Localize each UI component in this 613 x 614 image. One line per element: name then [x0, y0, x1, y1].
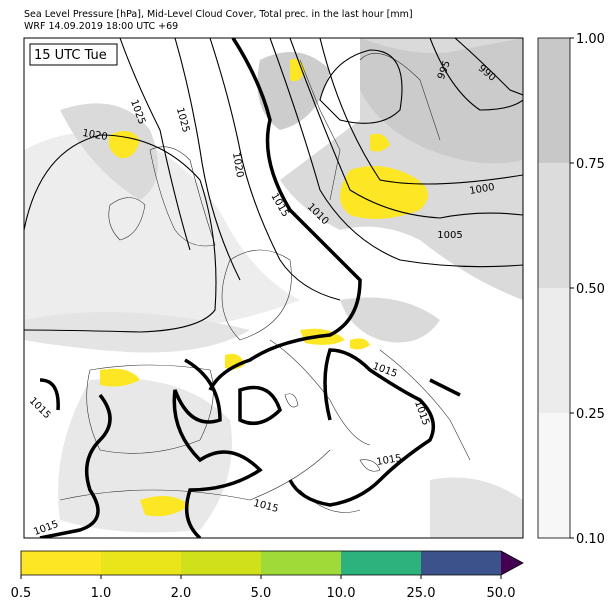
time-label-box [29, 43, 118, 66]
isobar-1015 [39, 38, 461, 538]
precip-tick-label: 0.5 [11, 586, 32, 601]
precip-tick-label: 10.0 [327, 586, 356, 601]
time-label: 15 UTC Tue [34, 48, 107, 63]
cloud-cover [24, 38, 523, 538]
cloud-tick-label: 1.00 [576, 32, 605, 47]
precip-tick-label: 50.0 [487, 586, 516, 601]
map-panel: 1020 1025 1025 1020 995 990 1000 1005 10… [23, 37, 524, 539]
precip-tick-label: 25.0 [407, 586, 436, 601]
title: Sea Level Pressure [hPa], Mid-Level Clou… [24, 9, 413, 20]
contour-label: 1015 [376, 453, 403, 468]
cloud-tick-label: 0.10 [576, 532, 605, 547]
subtitle: WRF 14.09.2019 18:00 UTC +69 [24, 21, 178, 32]
precip-tick-label: 5.0 [251, 586, 272, 601]
contour-label: 1020 [230, 152, 245, 179]
contour-label: 1000 [469, 182, 496, 197]
contour-label: 1005 [437, 230, 462, 241]
precipitation [100, 58, 428, 517]
cloud-tick-label: 0.75 [576, 157, 605, 172]
precip-colorbar [20, 550, 524, 576]
contour-label: 1020 [81, 128, 108, 143]
cloud-tick-label: 0.25 [576, 407, 605, 422]
precip-tick-label: 2.0 [171, 586, 192, 601]
cloud-colorbar [537, 37, 571, 539]
cloud-tick-label: 0.50 [576, 282, 605, 297]
isobars [24, 38, 523, 333]
precip-tick-label: 1.0 [91, 586, 112, 601]
